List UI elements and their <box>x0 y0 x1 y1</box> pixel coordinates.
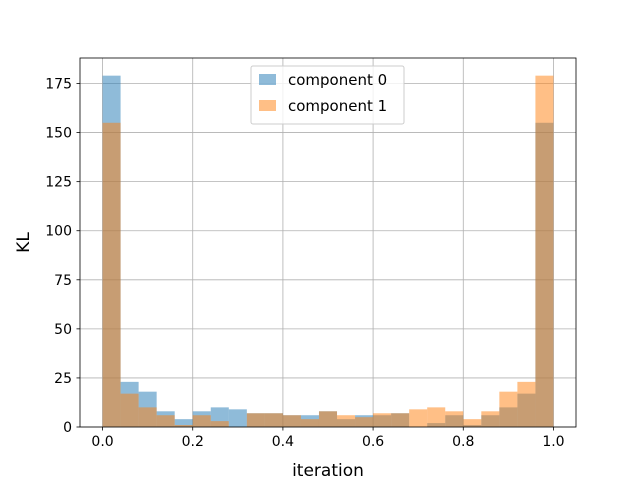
histogram-bar-component-1 <box>355 417 374 427</box>
x-tick-label: 1.0 <box>542 434 564 450</box>
x-tick-label: 0.0 <box>91 434 113 450</box>
histogram-bar-component-1 <box>246 413 265 427</box>
histogram-bar-component-1 <box>499 391 518 427</box>
x-tick-label: 0.4 <box>272 434 294 450</box>
histogram-bar-component-1 <box>102 122 121 428</box>
x-tick-label: 0.8 <box>452 434 474 450</box>
legend-label-component-0: component 0 <box>288 71 387 89</box>
x-tick-label: 0.6 <box>362 434 384 450</box>
y-tick-label: 150 <box>45 126 72 142</box>
histogram-bar-component-1 <box>481 411 500 427</box>
histogram-bar-component-1 <box>264 413 283 427</box>
legend-frame <box>250 65 405 125</box>
histogram-bar-component-1 <box>445 411 464 427</box>
histogram-bar-component-1 <box>427 407 446 427</box>
y-tick-label: 50 <box>54 322 72 338</box>
legend: component 0 component 1 <box>250 65 405 125</box>
y-axis-label: KL <box>14 232 34 253</box>
histogram-bars <box>102 75 554 428</box>
y-tick-label: 0 <box>63 420 72 436</box>
histogram-bar-component-1 <box>210 421 229 427</box>
histogram-bar-component-1 <box>373 413 392 427</box>
histogram-bar-component-1 <box>138 407 157 427</box>
y-tick-label: 25 <box>54 371 72 387</box>
histogram-bar-component-1 <box>318 411 338 427</box>
y-tick-label: 100 <box>45 224 72 240</box>
histogram-bar-component-1 <box>156 415 175 427</box>
axis-ticks: 0.0 0.2 0.4 0.6 0.8 1.0 0 25 50 75 100 125 150 175 <box>45 77 564 450</box>
legend-label-component-1: component 1 <box>288 97 387 115</box>
histogram-bar-component-1 <box>300 419 319 427</box>
y-tick-label: 75 <box>54 273 72 289</box>
histogram-bar-component-1 <box>517 381 536 427</box>
plot-frame <box>79 57 577 428</box>
y-tick-label: 175 <box>45 77 72 93</box>
histogram-bar-component-1 <box>409 409 428 427</box>
histogram-bar-component-1 <box>391 413 410 427</box>
histogram-bar-component-1 <box>463 419 482 427</box>
histogram-bar-component-1 <box>535 75 554 428</box>
histogram-bar-component-1 <box>120 393 139 427</box>
histogram-bar-component-0 <box>174 419 193 427</box>
histogram-bar-component-1 <box>337 415 356 427</box>
histogram-bar-component-1 <box>282 415 301 427</box>
histogram-bar-component-1 <box>174 425 193 427</box>
legend-swatch-component-0 <box>259 74 276 85</box>
x-tick-label: 0.2 <box>182 434 204 450</box>
y-tick-label: 125 <box>45 175 72 191</box>
histogram-bar-component-0 <box>228 409 247 427</box>
x-axis-label: iteration <box>292 461 364 480</box>
histogram-bar-component-1 <box>192 415 211 427</box>
legend-swatch-component-1 <box>259 100 276 111</box>
